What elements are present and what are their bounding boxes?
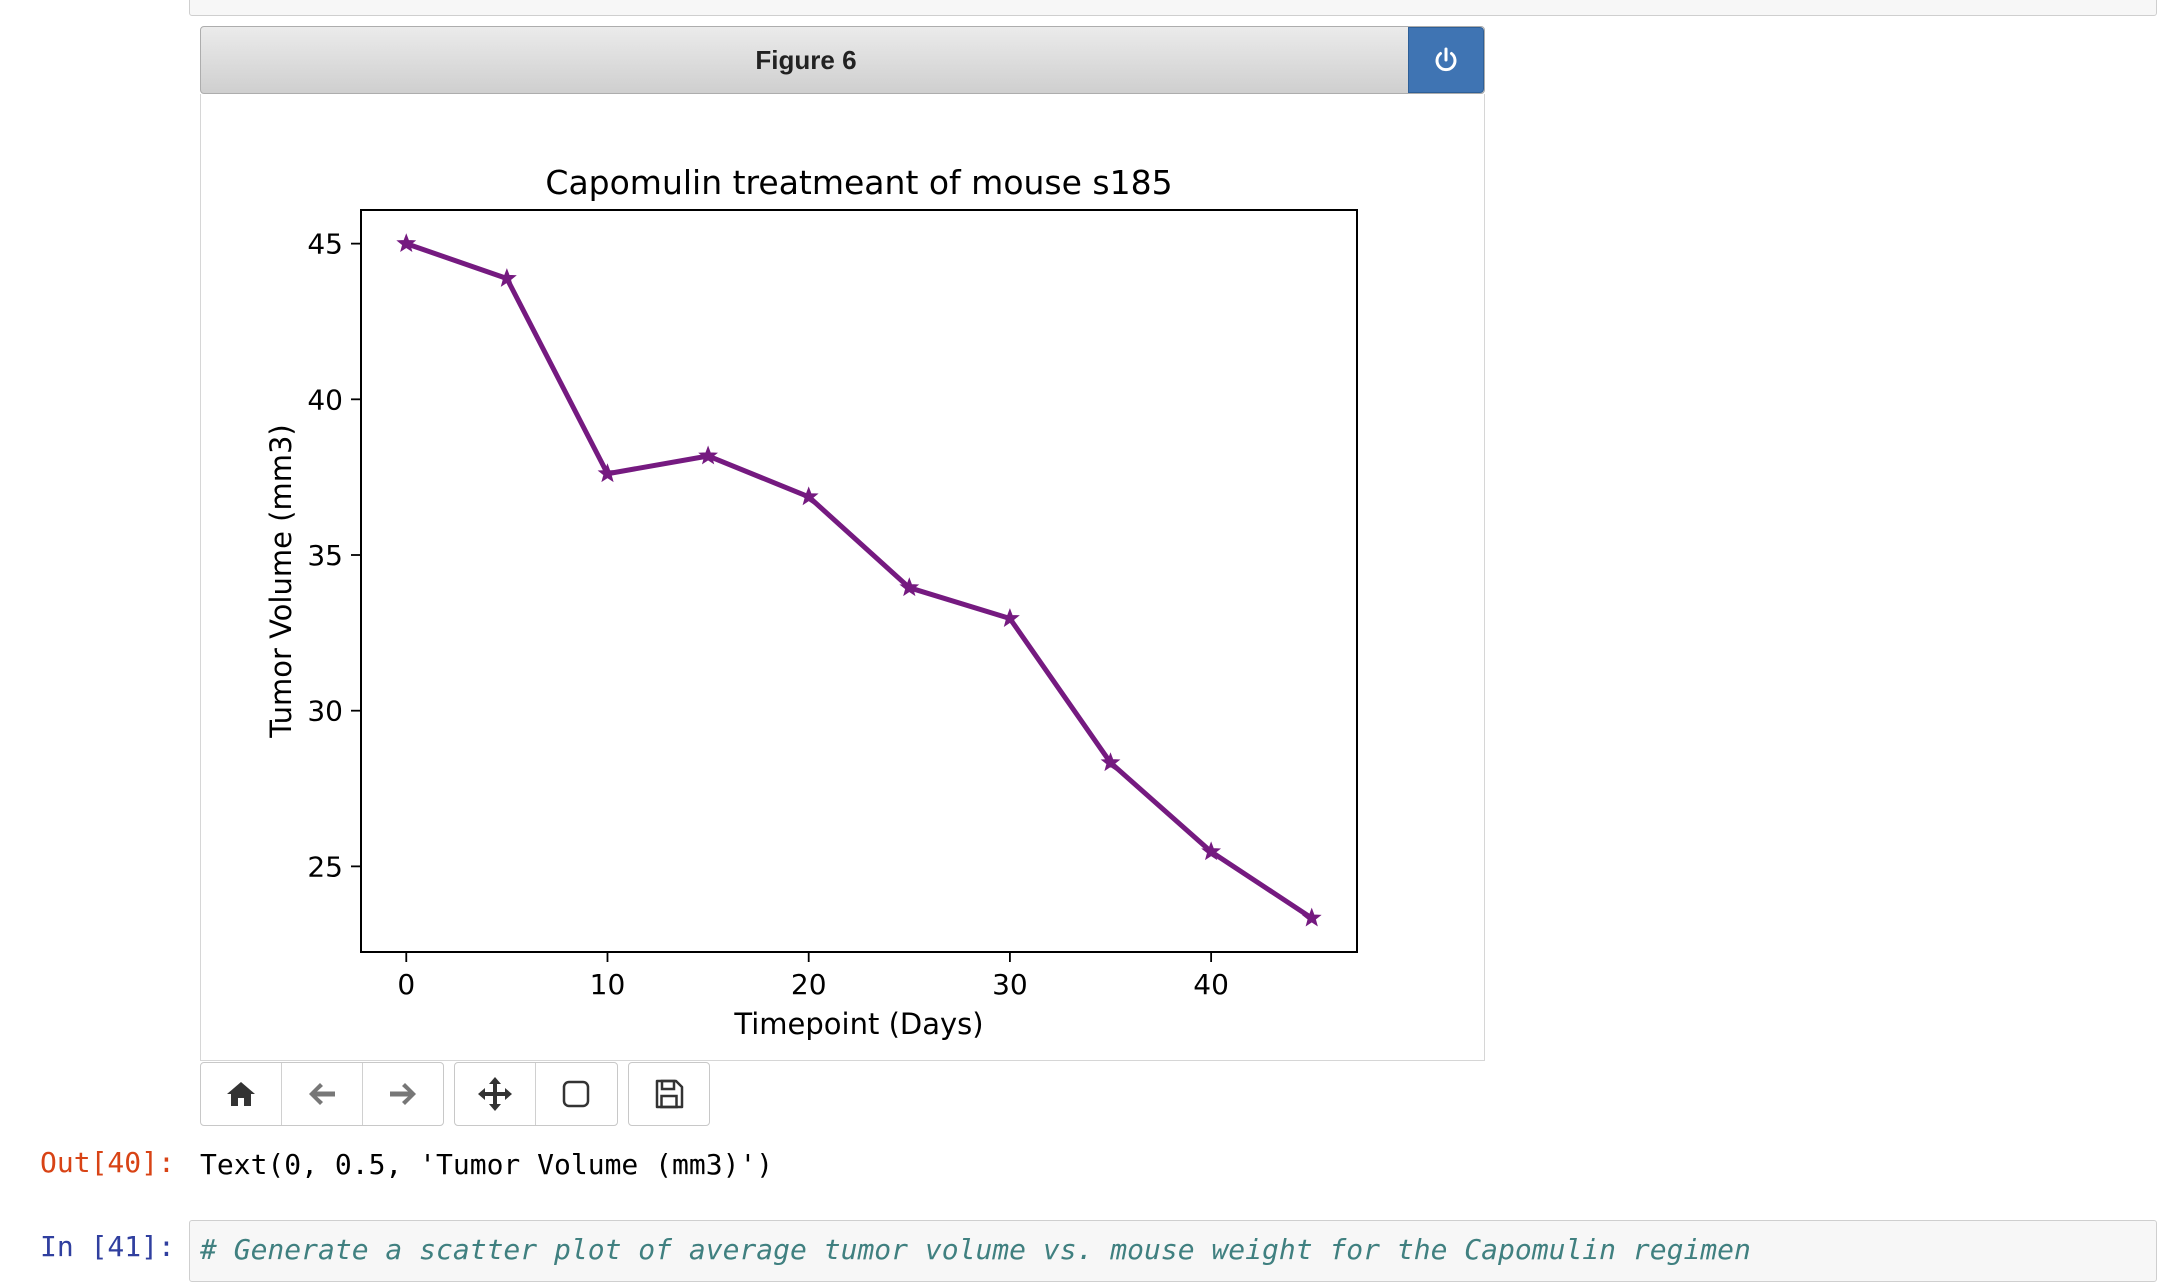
x-tick-label: 30 [992, 968, 1028, 1001]
back-button[interactable] [282, 1063, 363, 1125]
pan-button[interactable] [455, 1063, 536, 1125]
pan-move-icon [478, 1077, 512, 1111]
next-code-cell[interactable]: # Generate a scatter plot of average tum… [189, 1220, 2157, 1282]
data-point-marker [1201, 841, 1222, 861]
line-chart: Capomulin treatmeant of mouse s185 0 10 20 3… [264, 163, 1358, 1041]
data-point-marker [698, 445, 718, 465]
series-line [405, 241, 1314, 921]
previous-code-cell[interactable] [189, 0, 2157, 16]
chart-title: Capomulin treatmeant of mouse s185 [545, 163, 1172, 202]
zoom-rect-icon [562, 1080, 590, 1108]
figure-header: Figure 6 [200, 26, 1485, 94]
x-tick-label: 0 [397, 968, 415, 1001]
figure-widget: Figure 6 Capomulin treatmeant of mouse s… [200, 26, 1485, 1061]
input-prompt: In [41]: [40, 1230, 175, 1263]
figure-title: Figure 6 [755, 45, 857, 75]
data-point-marker [999, 608, 1020, 627]
save-icon [655, 1079, 684, 1109]
figure-canvas[interactable]: Capomulin treatmeant of mouse s185 0 10 20 3… [200, 94, 1485, 1061]
save-button-group [628, 1062, 710, 1126]
x-tick-label: 10 [590, 968, 626, 1001]
data-point-marker [798, 486, 819, 506]
y-tick-label: 25 [307, 850, 343, 883]
data-point-marker [1301, 907, 1322, 927]
y-tick-label: 30 [307, 695, 343, 728]
power-icon [1435, 47, 1457, 72]
code-comment: # Generate a scatter plot of average tum… [200, 1233, 1751, 1266]
data-point-marker [496, 268, 517, 287]
save-figure-button[interactable] [629, 1063, 709, 1125]
y-axis-label: Tumor Volume (mm3) [264, 424, 298, 738]
output-prompt: Out[40]: [40, 1146, 175, 1179]
data-point-marker [396, 233, 417, 253]
y-tick-label: 40 [307, 383, 343, 416]
home-button[interactable] [201, 1063, 282, 1125]
x-tick-label: 20 [791, 968, 827, 1001]
forward-button[interactable] [363, 1063, 443, 1125]
y-tick-label: 45 [307, 228, 343, 261]
data-point-marker [899, 577, 920, 597]
forward-arrow-icon [390, 1083, 416, 1105]
home-icon [227, 1082, 255, 1106]
x-axis-label: Timepoint (Days) [733, 1007, 983, 1041]
x-tick-label: 40 [1193, 968, 1229, 1001]
data-point-marker [1100, 752, 1121, 772]
close-figure-button[interactable] [1408, 27, 1484, 93]
output-text: Text(0, 0.5, 'Tumor Volume (mm3)') [200, 1148, 774, 1181]
plot-frame [360, 209, 1358, 953]
navigation-button-group [200, 1062, 444, 1126]
y-tick-label: 35 [307, 539, 343, 572]
interaction-button-group [454, 1062, 618, 1126]
zoom-rect-button[interactable] [536, 1063, 616, 1125]
back-arrow-icon [309, 1083, 335, 1105]
data-point-marker [597, 463, 618, 483]
